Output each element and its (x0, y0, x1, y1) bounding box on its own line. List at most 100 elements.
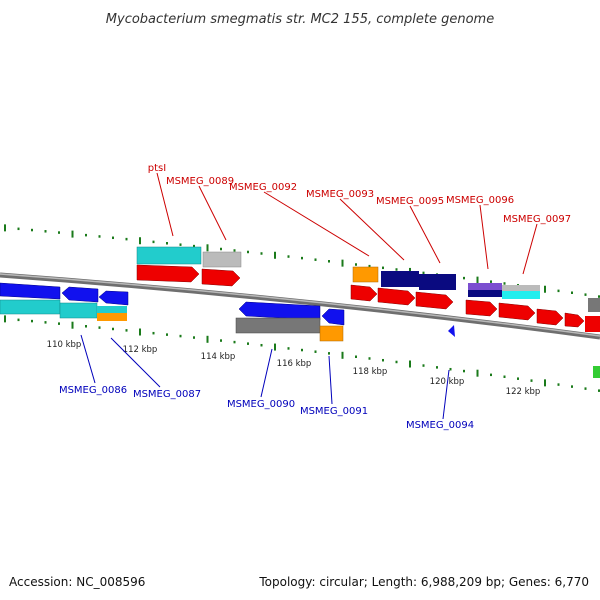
tick-mark (166, 242, 168, 245)
cds-feature[interactable] (468, 283, 502, 290)
gene-label[interactable]: MSMEG_0095 (376, 196, 444, 207)
cds-feature[interactable] (136, 246, 202, 265)
gene-label[interactable]: MSMEG_0092 (229, 182, 297, 193)
gene-label[interactable]: MSMEG_0090 (227, 399, 295, 410)
gene-label[interactable]: ptsI (148, 163, 166, 174)
gene-label[interactable]: MSMEG_0087 (133, 389, 201, 400)
tick-mark (368, 264, 371, 268)
gene-label[interactable]: MSMEG_0093 (306, 189, 374, 200)
cds-feature[interactable] (319, 325, 344, 342)
cds-feature[interactable] (201, 268, 241, 287)
tick-mark (463, 369, 465, 373)
feature-tracks (0, 246, 600, 378)
cds-feature[interactable] (593, 366, 600, 378)
cds-feature[interactable] (502, 285, 540, 291)
cds-feature[interactable] (536, 308, 564, 326)
gene-label-leader (263, 191, 370, 257)
tick-mark (125, 237, 128, 241)
cds-feature[interactable] (502, 291, 540, 299)
gene-label-leader (156, 172, 174, 237)
tick-label: 114 kbp (201, 352, 236, 362)
tick-mark (436, 366, 438, 369)
tick-mark (274, 343, 276, 351)
tick-mark (517, 377, 519, 380)
tick-mark (166, 333, 168, 336)
tick-mark (98, 326, 101, 329)
tick-mark (314, 258, 317, 261)
tick-mark (31, 319, 33, 323)
genome-backbone (0, 272, 600, 340)
tick-mark (328, 260, 330, 263)
cds-feature[interactable] (350, 284, 378, 302)
cds-feature[interactable] (585, 316, 600, 332)
gene-label[interactable]: MSMEG_0097 (503, 214, 571, 225)
tick-mark (571, 385, 573, 388)
cds-feature[interactable] (588, 298, 600, 312)
tick-mark (71, 321, 74, 329)
tick-mark (287, 347, 290, 350)
tick-mark (368, 357, 371, 360)
cds-feature[interactable] (352, 266, 379, 283)
tick-mark (584, 387, 587, 390)
cds-feature[interactable] (0, 299, 61, 315)
cds-feature[interactable] (377, 287, 416, 306)
gene-label[interactable]: MSMEG_0086 (59, 385, 127, 396)
tick-mark (220, 247, 222, 251)
gene-label[interactable]: MSMEG_0096 (446, 195, 514, 206)
gene-label[interactable]: MSMEG_0094 (406, 420, 474, 431)
cds-feature[interactable] (97, 313, 127, 321)
cds-feature[interactable] (465, 299, 498, 317)
cds-feature[interactable] (61, 286, 99, 303)
cds-feature[interactable] (419, 274, 456, 290)
cds-feature[interactable] (136, 264, 200, 283)
cds-feature[interactable] (97, 306, 127, 313)
tick-mark (233, 249, 236, 252)
tick-mark (328, 352, 330, 355)
tick-labels-layer: 110 kbp 112 kbp 114 kbp 116 kbp 118 kbp 120 k… (47, 340, 541, 397)
gene-label[interactable]: MSMEG_0089 (166, 176, 234, 187)
cds-feature[interactable] (98, 290, 129, 306)
tick-mark (449, 367, 452, 371)
cds-feature[interactable] (202, 251, 242, 268)
cds-feature[interactable] (0, 282, 61, 300)
tick-mark (220, 339, 222, 342)
tick-mark (17, 227, 20, 231)
tick-mark (584, 293, 587, 296)
tick-mark (287, 255, 290, 258)
tick-mark (260, 343, 263, 347)
tick-mark (301, 256, 303, 260)
cds-feature[interactable] (59, 302, 98, 319)
tick-mark (260, 252, 263, 255)
cds-feature[interactable] (235, 317, 321, 334)
cds-feature[interactable] (468, 290, 502, 297)
tick-mark (503, 375, 506, 378)
gene-labels-layer: ptsIMSMEG_0089MSMEG_0092MSMEG_0093MSMEG_… (59, 163, 571, 431)
tick-mark (233, 340, 236, 344)
gene-label-leader (328, 355, 333, 405)
cds-feature[interactable] (415, 291, 454, 310)
tick-mark (17, 318, 20, 322)
tick-label: 116 kbp (277, 359, 312, 369)
cds-feature[interactable] (381, 271, 419, 287)
cds-feature[interactable] (498, 302, 536, 321)
tick-mark (382, 358, 384, 362)
cds-feature[interactable] (321, 308, 345, 326)
tick-mark (598, 295, 600, 298)
cds-feature[interactable] (448, 325, 455, 337)
tick-mark (193, 244, 195, 248)
tick-mark (409, 360, 411, 368)
tick-mark (395, 268, 398, 271)
gene-label[interactable]: MSMEG_0091 (300, 406, 368, 417)
cds-feature[interactable] (564, 312, 585, 328)
tick-mark (395, 360, 398, 364)
tick-mark (179, 334, 182, 338)
genome-backbone-highlight (0, 273, 600, 337)
tick-mark (139, 328, 141, 336)
tick-mark (152, 331, 155, 335)
gene-label-leader (339, 198, 405, 261)
tick-mark (152, 240, 155, 244)
tick-mark (557, 383, 560, 386)
tick-mark (274, 251, 276, 259)
tick-mark (314, 350, 317, 353)
